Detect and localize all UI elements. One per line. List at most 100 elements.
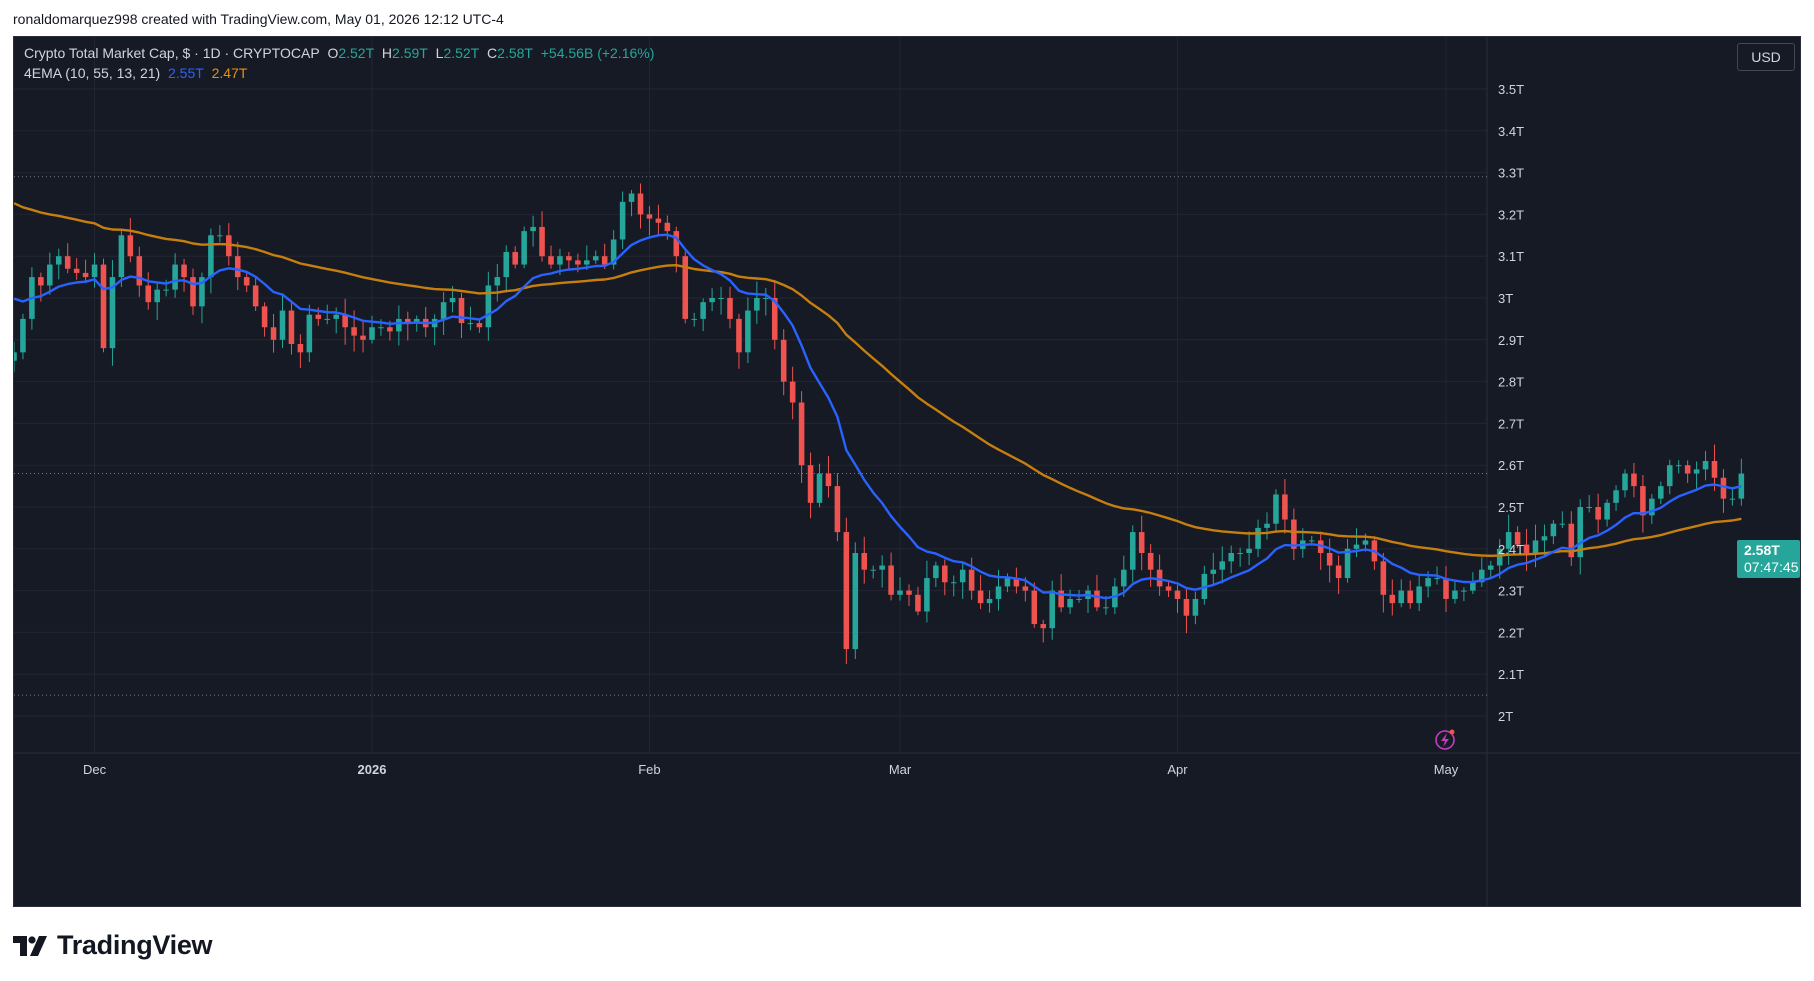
- candle-body: [709, 298, 715, 303]
- candle: [476, 319, 483, 333]
- candle-body: [1487, 565, 1494, 570]
- candle: [709, 288, 715, 312]
- candle: [1192, 591, 1199, 625]
- candle-body: [1380, 561, 1387, 595]
- candle: [1201, 565, 1208, 605]
- candle: [628, 190, 635, 217]
- chart-caption: ronaldomarquez998 created with TradingVi…: [13, 11, 504, 27]
- candle-body: [360, 335, 366, 340]
- candle-body: [20, 318, 26, 353]
- candle: [1550, 520, 1557, 545]
- tradingview-logo[interactable]: TradingView: [13, 930, 213, 961]
- candle: [1631, 462, 1637, 498]
- currency-button[interactable]: USD: [1737, 43, 1795, 71]
- candle: [1523, 528, 1530, 571]
- candle: [440, 292, 447, 336]
- candle-body: [584, 260, 590, 265]
- candle-body: [915, 594, 921, 612]
- candle-body: [440, 302, 447, 319]
- candle: [1586, 494, 1592, 513]
- candle: [637, 183, 644, 229]
- candle-body: [1693, 469, 1700, 474]
- candle-body: [55, 256, 62, 265]
- candle: [763, 287, 769, 316]
- candle: [172, 253, 178, 298]
- candle: [1183, 587, 1190, 634]
- open-label: O: [327, 45, 339, 61]
- candle: [915, 586, 921, 616]
- symbol-title[interactable]: Crypto Total Market Cap, $ · 1D · CRYPTO…: [24, 45, 320, 61]
- candle: [405, 311, 411, 341]
- candle: [73, 258, 80, 280]
- candle: [154, 283, 160, 320]
- candle-body: [1398, 590, 1405, 604]
- candle: [243, 271, 250, 293]
- bar-countdown: 07:47:45: [1744, 559, 1799, 575]
- candle: [1452, 580, 1458, 604]
- candle-body: [503, 252, 510, 278]
- dotted-levels: [14, 176, 1487, 696]
- candle: [1693, 461, 1700, 489]
- candle-body: [1255, 527, 1261, 549]
- close-value: 2.58T: [497, 45, 533, 61]
- candle-body: [745, 310, 751, 353]
- candle-body: [852, 552, 859, 650]
- candle-body: [1684, 465, 1691, 474]
- bolt-shape: [1441, 733, 1449, 747]
- candle: [261, 302, 268, 337]
- x-tick-label: Mar: [889, 762, 912, 777]
- candle-body: [834, 486, 841, 533]
- candle-body: [1407, 590, 1413, 604]
- candle-body: [1496, 548, 1503, 566]
- candlestick-chart[interactable]: 2T 2.1T 2.2T 2.3T 2.4T 2.5T 2.6T 2.7T 2.8T 2.9T 3T…: [14, 37, 1800, 906]
- candle: [1129, 525, 1136, 583]
- y-tick-label: 3.5T: [1498, 82, 1524, 97]
- candle-body: [1470, 582, 1476, 591]
- candle: [825, 455, 832, 498]
- candle-body: [924, 578, 930, 612]
- candle: [736, 313, 742, 369]
- candle: [199, 272, 205, 324]
- candle-body: [1076, 598, 1082, 600]
- low-value: 2.52T: [443, 45, 480, 61]
- candle-body: [261, 306, 268, 328]
- candle-body: [700, 302, 706, 319]
- candle: [843, 517, 850, 664]
- y-tick-label: 3T: [1498, 291, 1513, 306]
- candle: [897, 577, 903, 601]
- candle-body: [1308, 540, 1315, 542]
- candle-body: [396, 318, 402, 332]
- candle-body: [825, 473, 832, 487]
- candle: [47, 252, 53, 295]
- candle-body: [816, 473, 823, 503]
- ema-lines: [14, 202, 1742, 600]
- candle: [798, 391, 805, 484]
- candle-body: [1658, 486, 1664, 499]
- candle: [1031, 582, 1038, 628]
- indicator-title[interactable]: 4EMA (10, 55, 13, 21): [24, 65, 161, 81]
- candle-body: [1353, 544, 1360, 549]
- candle-body: [1631, 473, 1637, 487]
- lightning-icon[interactable]: [1435, 729, 1455, 750]
- candle: [1246, 531, 1252, 566]
- candle: [181, 258, 187, 292]
- candle-body: [1604, 502, 1610, 520]
- candle: [968, 557, 975, 600]
- candle: [1568, 511, 1575, 566]
- candle-body: [351, 327, 357, 336]
- candle-body: [1210, 569, 1217, 574]
- bolt-circle: [1435, 730, 1455, 750]
- candle: [780, 329, 787, 396]
- chart-panel[interactable]: 2T 2.1T 2.2T 2.3T 2.4T 2.5T 2.6T 2.7T 2.8T 2.9T 3T…: [13, 36, 1801, 907]
- candle: [1335, 555, 1342, 595]
- candle: [270, 313, 277, 353]
- candle: [566, 251, 572, 269]
- candle: [279, 293, 286, 348]
- candle: [530, 215, 536, 247]
- candle: [1165, 581, 1172, 598]
- candle: [208, 228, 214, 294]
- candle: [942, 559, 948, 596]
- candle: [1040, 619, 1047, 643]
- candle-body: [1246, 548, 1252, 553]
- candle-body: [449, 298, 456, 303]
